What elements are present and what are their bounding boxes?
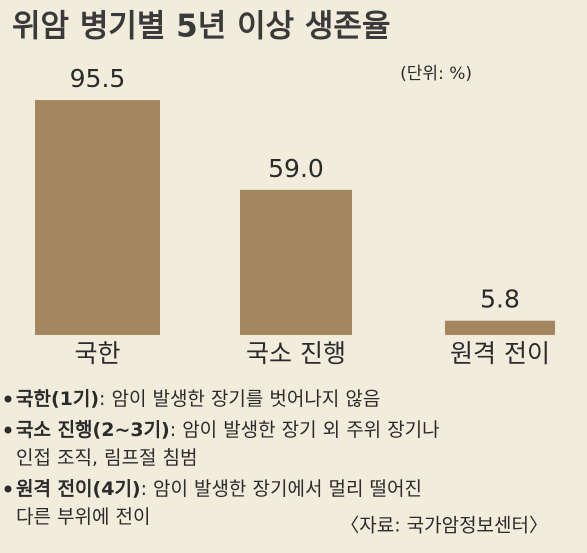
note-text: : 암이 발생한 장기 외 주위 장기나 (170, 419, 440, 441)
value-label: 95.5 (70, 64, 126, 93)
note-text: 다른 부위에 전이 (16, 506, 150, 528)
bar (445, 320, 555, 335)
note-term: 국소 진행(2~3기) (16, 419, 170, 441)
note-line: 국한(1기): 암이 발생한 장기를 벗어나지 않음 (16, 388, 380, 410)
bar (35, 100, 160, 335)
value-label: 5.8 (480, 285, 520, 314)
bullet (4, 485, 12, 493)
note-text: : 암이 발생한 장기에서 멀리 떨어진 (141, 478, 422, 500)
note-line: 국소 진행(2~3기): 암이 발생한 장기 외 주위 장기나 (16, 419, 440, 441)
note-line: 원격 전이(4기): 암이 발생한 장기에서 멀리 떨어진 (16, 478, 422, 500)
bullet (4, 395, 12, 403)
note-line: 인접 조직, 림프절 침범 (16, 447, 197, 469)
value-label: 59.0 (268, 154, 324, 183)
source: 〈자료: 국가암정보센터〉 (340, 515, 548, 537)
note-text: 인접 조직, 림프절 침범 (16, 447, 197, 469)
note-line: 다른 부위에 전이 (16, 506, 150, 528)
chart-title: 위암 병기별 5년 이상 생존율 (12, 9, 390, 45)
category-label: 국한 (74, 339, 120, 368)
note-text: : 암이 발생한 장기를 벗어나지 않음 (99, 388, 380, 410)
note-term: 국한(1기) (16, 388, 99, 410)
category-label: 국소 진행 (246, 339, 346, 368)
note-term: 원격 전이(4기) (16, 478, 141, 500)
bar (240, 189, 352, 335)
unit-label: (단위: %) (400, 64, 472, 84)
bullet (4, 426, 12, 434)
category-label: 원격 전이 (450, 339, 550, 368)
